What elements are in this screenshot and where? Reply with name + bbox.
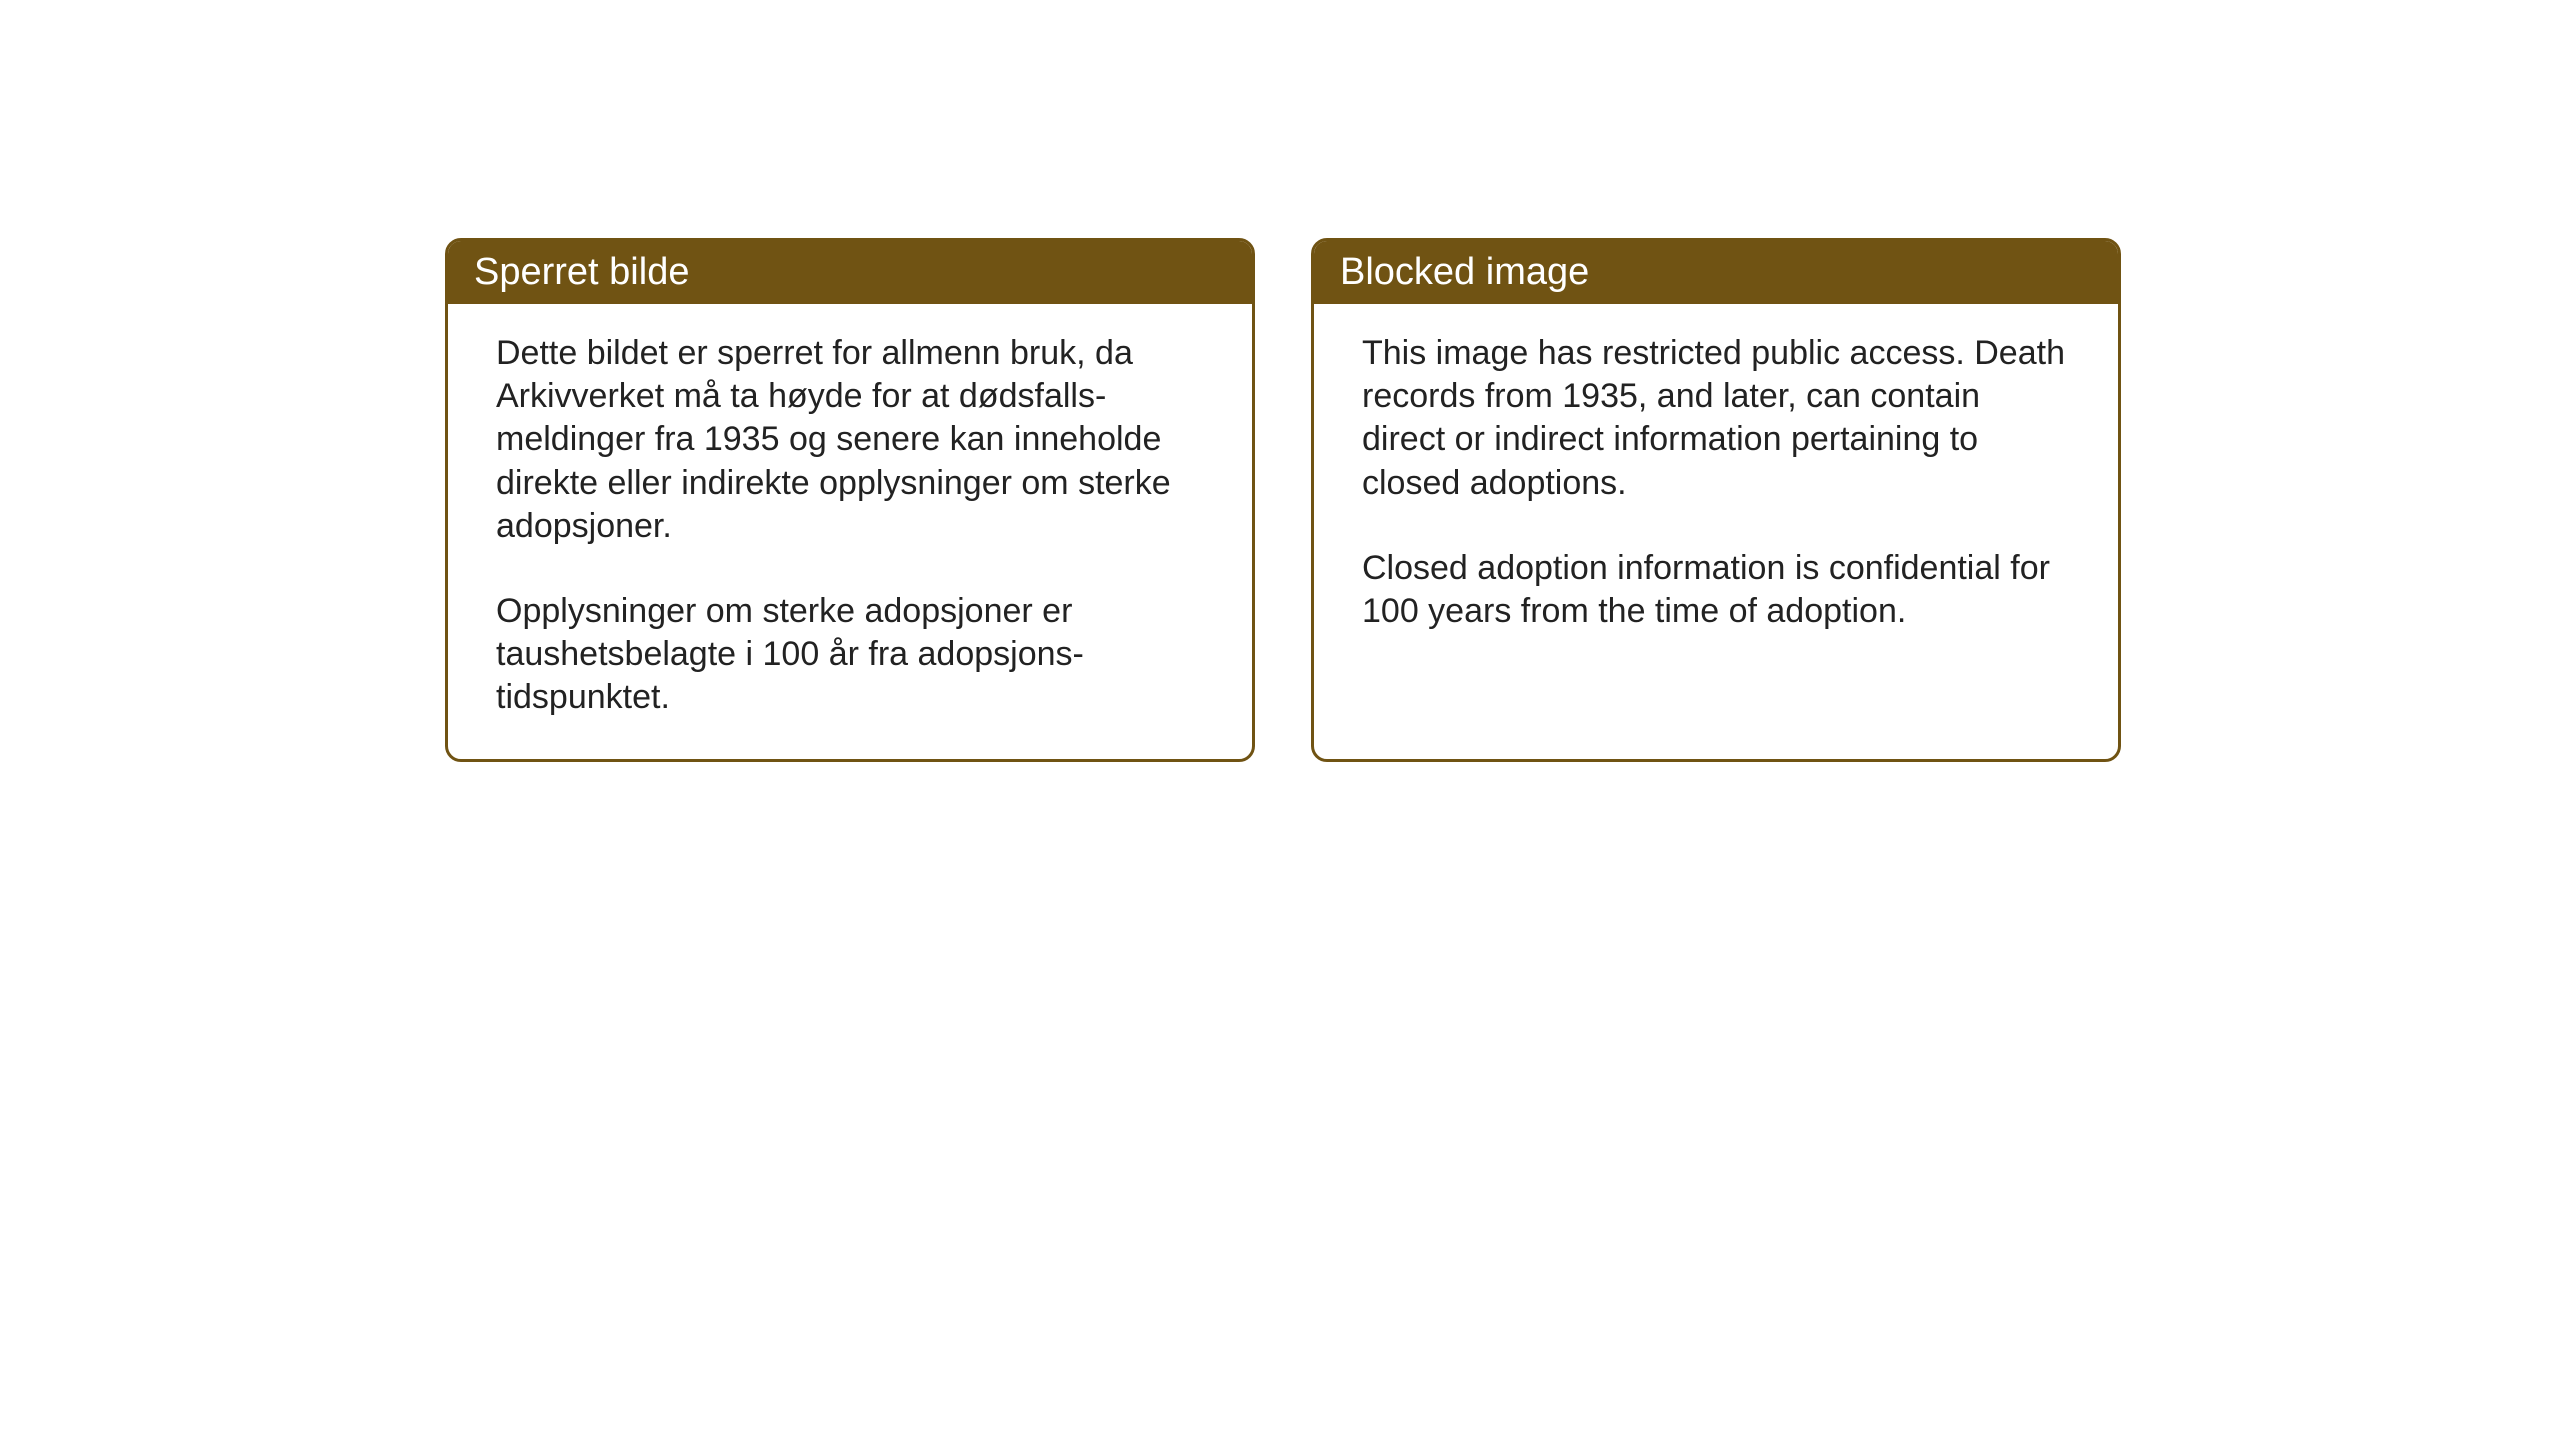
- card-body: This image has restricted public access.…: [1314, 304, 2118, 734]
- card-body: Dette bildet er sperret for allmenn bruk…: [448, 304, 1252, 759]
- card-title: Sperret bilde: [474, 251, 689, 293]
- card-paragraph: Opplysninger om sterke adopsjoner er tau…: [496, 590, 1204, 720]
- card-header: Blocked image: [1314, 241, 2118, 304]
- card-paragraph: Closed adoption information is confident…: [1362, 547, 2070, 633]
- card-paragraph: This image has restricted public access.…: [1362, 332, 2070, 505]
- card-title: Blocked image: [1340, 251, 1589, 293]
- notice-card-norwegian: Sperret bilde Dette bildet er sperret fo…: [445, 238, 1255, 762]
- notice-container: Sperret bilde Dette bildet er sperret fo…: [445, 238, 2121, 762]
- card-header: Sperret bilde: [448, 241, 1252, 304]
- card-paragraph: Dette bildet er sperret for allmenn bruk…: [496, 332, 1204, 548]
- notice-card-english: Blocked image This image has restricted …: [1311, 238, 2121, 762]
